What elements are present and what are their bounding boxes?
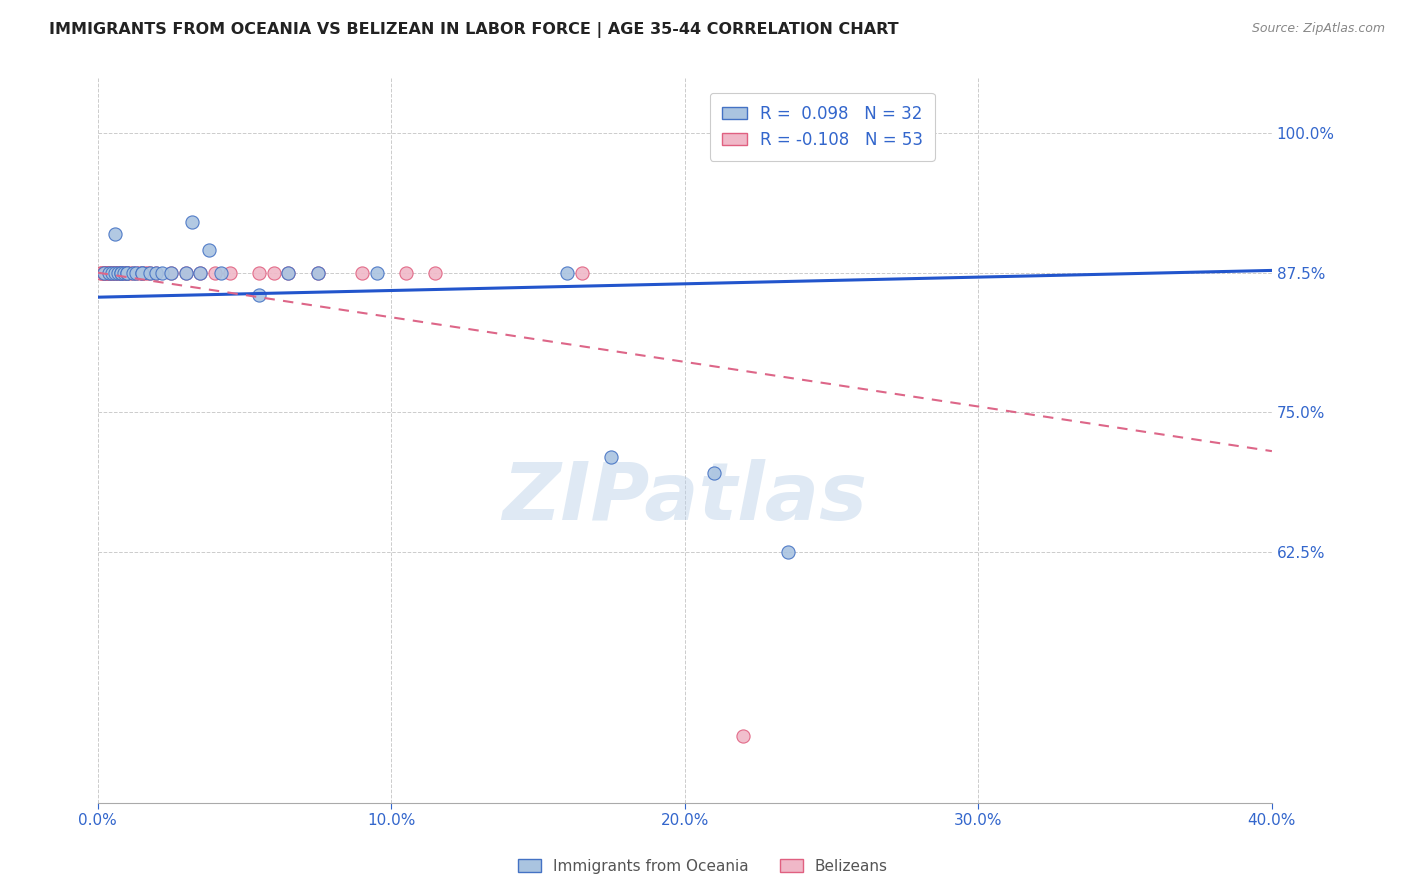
Point [307,266,329,280]
Point [101,266,124,280]
Point [115,266,138,280]
Point [160,266,183,280]
Point [425,266,447,280]
Point [93,266,115,280]
Point [104,266,127,280]
Point [776,544,799,558]
Point [145,266,167,280]
Point [98,266,121,280]
Point [600,450,623,464]
Point [204,266,226,280]
Point [134,266,156,280]
Point [277,266,299,280]
Point [96,266,118,280]
Point [125,266,148,280]
Point [263,266,285,280]
Point [174,266,197,280]
Point [190,266,212,280]
Point [247,288,270,302]
Point [90,266,112,280]
Point [145,266,167,280]
Point [350,266,373,280]
Point [190,266,212,280]
Point [110,266,132,280]
Point [733,729,755,743]
Point [160,266,183,280]
Point [131,266,153,280]
Point [557,266,579,280]
Point [98,266,121,280]
Point [93,266,115,280]
Point [115,266,138,280]
Point [96,266,118,280]
Point [218,266,240,280]
Point [96,266,118,280]
Point [110,266,132,280]
Point [307,266,329,280]
Point [98,266,121,280]
Point [98,266,121,280]
Point [107,266,129,280]
Point [122,266,145,280]
Legend: Immigrants from Oceania, Belizeans: Immigrants from Oceania, Belizeans [512,853,894,880]
Point [110,266,132,280]
Text: ZIPatlas: ZIPatlas [502,459,868,537]
Point [101,266,124,280]
Point [703,467,725,481]
Point [104,227,127,241]
Point [93,266,115,280]
Point [104,266,127,280]
Point [115,266,138,280]
Point [395,266,418,280]
Point [104,266,127,280]
Point [98,266,121,280]
Point [101,266,124,280]
Point [131,266,153,280]
Point [110,266,132,280]
Point [122,266,145,280]
Point [107,266,129,280]
Point [101,266,124,280]
Legend: R =  0.098   N = 32, R = -0.108   N = 53: R = 0.098 N = 32, R = -0.108 N = 53 [710,93,935,161]
Point [571,266,593,280]
Point [96,266,118,280]
Point [112,266,135,280]
Point [139,266,162,280]
Point [366,266,388,280]
Point [198,244,221,258]
Point [247,266,270,280]
Text: IMMIGRANTS FROM OCEANIA VS BELIZEAN IN LABOR FORCE | AGE 35-44 CORRELATION CHART: IMMIGRANTS FROM OCEANIA VS BELIZEAN IN L… [49,22,898,38]
Point [136,266,159,280]
Point [150,266,173,280]
Point [128,266,150,280]
Point [93,266,115,280]
Point [139,266,162,280]
Point [180,215,202,229]
Point [107,266,129,280]
Point [209,266,232,280]
Point [112,266,135,280]
Point [101,266,124,280]
Point [104,266,127,280]
Point [125,266,148,280]
Point [112,266,135,280]
Point [174,266,197,280]
Point [107,266,129,280]
Point [118,266,141,280]
Point [90,266,112,280]
Point [131,266,153,280]
Text: Source: ZipAtlas.com: Source: ZipAtlas.com [1251,22,1385,36]
Point [115,266,138,280]
Point [93,266,115,280]
Point [277,266,299,280]
